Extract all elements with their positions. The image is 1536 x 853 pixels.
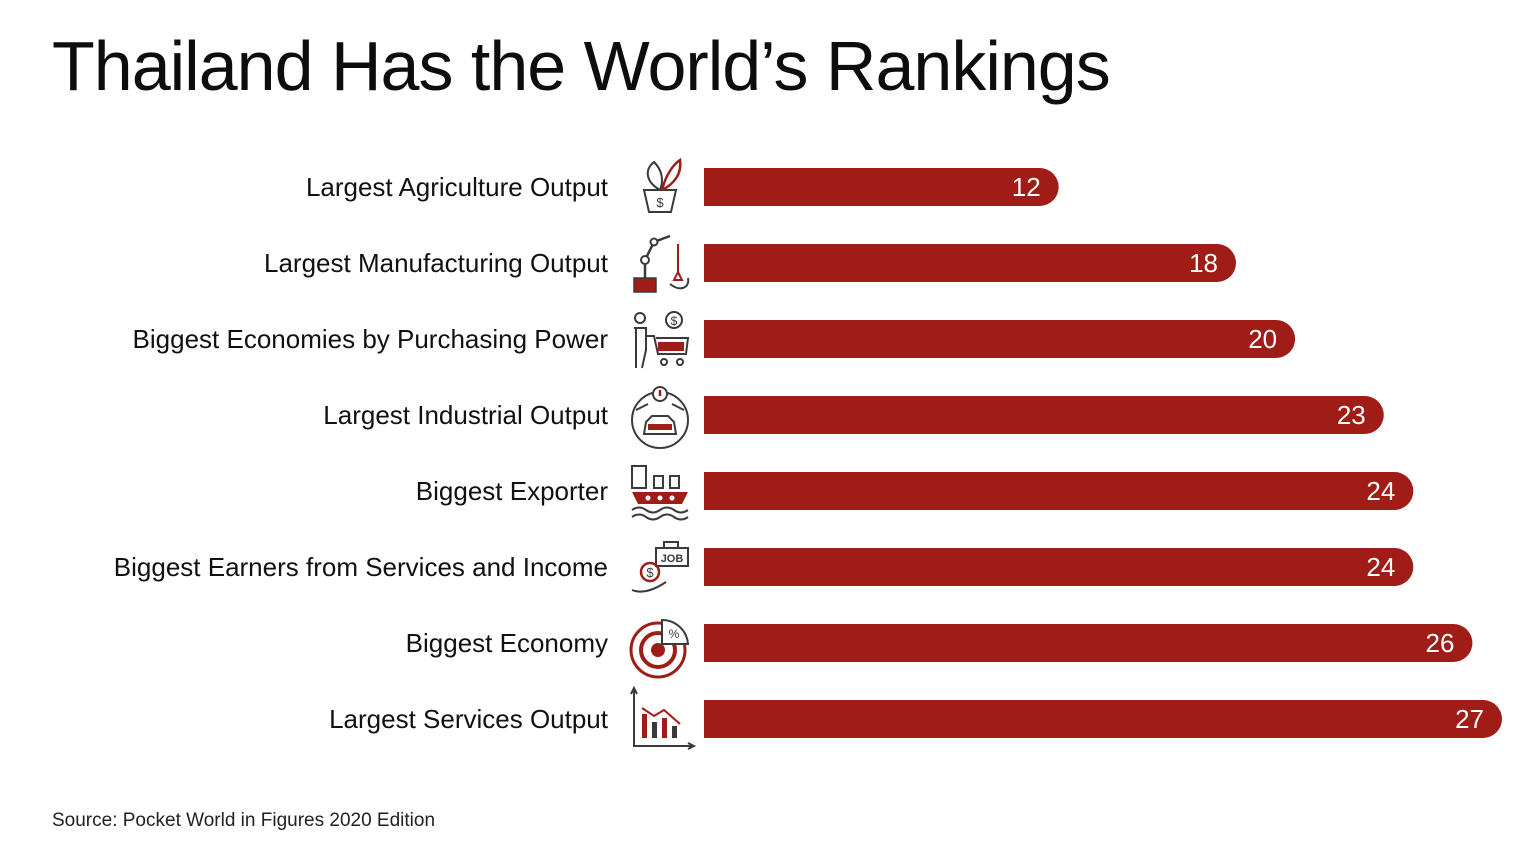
bar-value-label: 20 — [1248, 324, 1277, 354]
bar — [704, 548, 1414, 586]
category-label: Biggest Economies by Purchasing Power — [133, 324, 609, 354]
source-note: Source: Pocket World in Figures 2020 Edi… — [52, 810, 436, 831]
bar — [704, 624, 1473, 662]
svg-text:%: % — [669, 627, 680, 641]
svg-text:$: $ — [646, 565, 654, 580]
bar-value-label: 26 — [1426, 628, 1455, 658]
svg-text:$: $ — [656, 195, 664, 210]
bar-value-label: 24 — [1366, 552, 1395, 582]
industry-car-icon — [631, 386, 689, 449]
bar — [704, 396, 1384, 434]
shopper-cart-icon: $ — [634, 311, 690, 369]
bar-value-label: 24 — [1366, 476, 1395, 506]
category-label: Largest Services Output — [329, 704, 609, 734]
bar-value-label: 23 — [1337, 400, 1366, 430]
bar — [704, 168, 1059, 206]
plant-pot-dollar-icon: $ — [642, 157, 682, 213]
category-label: Largest Agriculture Output — [306, 172, 609, 202]
bar — [704, 472, 1414, 510]
economy-pie-icon: % — [629, 618, 690, 679]
category-label: Biggest Earners from Services and Income — [114, 552, 608, 582]
bar-value-label: 12 — [1012, 172, 1041, 202]
bar — [704, 320, 1296, 358]
bar-value-label: 18 — [1189, 248, 1218, 278]
services-bar-chart-icon — [630, 685, 697, 750]
category-label: Largest Manufacturing Output — [264, 248, 609, 278]
bar-value-label: 27 — [1455, 704, 1484, 734]
page-title: Thailand Has the World’s Rankings — [52, 27, 1111, 105]
job-income-icon: JOB $ — [631, 541, 689, 593]
category-label: Largest Industrial Output — [323, 400, 608, 430]
svg-text:JOB: JOB — [661, 553, 684, 565]
bar — [704, 244, 1236, 282]
svg-text:$: $ — [671, 314, 678, 328]
category-label: Biggest Exporter — [416, 476, 609, 506]
category-label: Biggest Economy — [406, 628, 608, 658]
export-ship-icon — [631, 465, 689, 521]
robotic-arm-icon — [633, 234, 690, 293]
bar — [704, 700, 1502, 738]
